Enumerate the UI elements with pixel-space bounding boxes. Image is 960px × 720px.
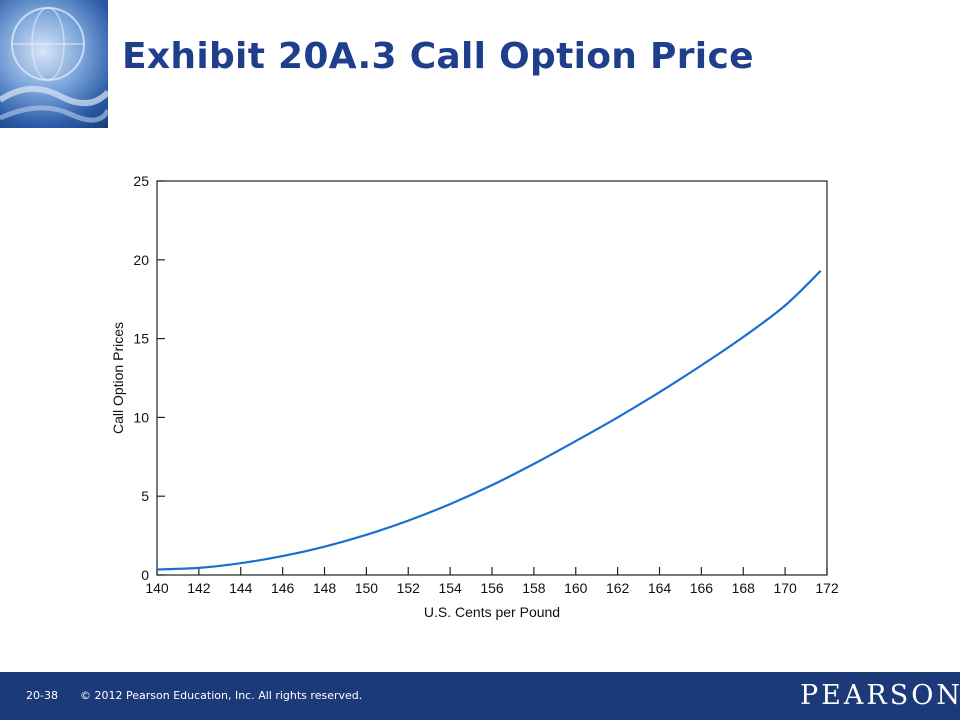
pearson-logo: PEARSON [800, 680, 960, 711]
slide-number: 20-38 [26, 689, 58, 702]
y-tick-label: 20 [133, 252, 149, 268]
x-tick-label: 152 [397, 580, 421, 596]
x-tick-label: 156 [480, 580, 504, 596]
x-tick-label: 140 [145, 580, 169, 596]
x-tick-label: 148 [313, 580, 337, 596]
x-tick-label: 166 [690, 580, 714, 596]
x-tick-label: 164 [648, 580, 672, 596]
y-tick-label: 5 [141, 488, 149, 504]
y-axis-label: Call Option Prices [110, 322, 126, 434]
y-tick-label: 10 [133, 409, 149, 425]
x-axis-label: U.S. Cents per Pound [424, 604, 560, 620]
x-tick-label: 172 [815, 580, 839, 596]
call-option-price-chart: 0 5 10 15 20 25 140 142 144 146 148 150 152 154 156 158… [110, 173, 839, 620]
x-tick-label: 144 [229, 580, 253, 596]
x-tick-label: 158 [522, 580, 546, 596]
x-tick-label: 162 [606, 580, 630, 596]
copyright-text: © 2012 Pearson Education, Inc. All right… [80, 689, 363, 702]
x-tick-label: 142 [187, 580, 211, 596]
x-tick-label: 154 [438, 580, 462, 596]
y-tick-label: 15 [133, 331, 149, 347]
slide-title: Exhibit 20A.3 Call Option Price [122, 36, 754, 77]
footer-bar [0, 672, 960, 720]
x-tick-label: 168 [732, 580, 756, 596]
x-tick-label: 150 [355, 580, 379, 596]
plot-frame [156, 180, 828, 576]
x-tick-label: 146 [271, 580, 295, 596]
y-tick-label: 0 [141, 567, 149, 583]
corner-globe-logo [0, 0, 108, 128]
x-tick-label: 170 [773, 580, 797, 596]
x-tick-label: 160 [564, 580, 588, 596]
call-price-line [156, 270, 822, 571]
y-tick-label: 25 [133, 173, 149, 189]
